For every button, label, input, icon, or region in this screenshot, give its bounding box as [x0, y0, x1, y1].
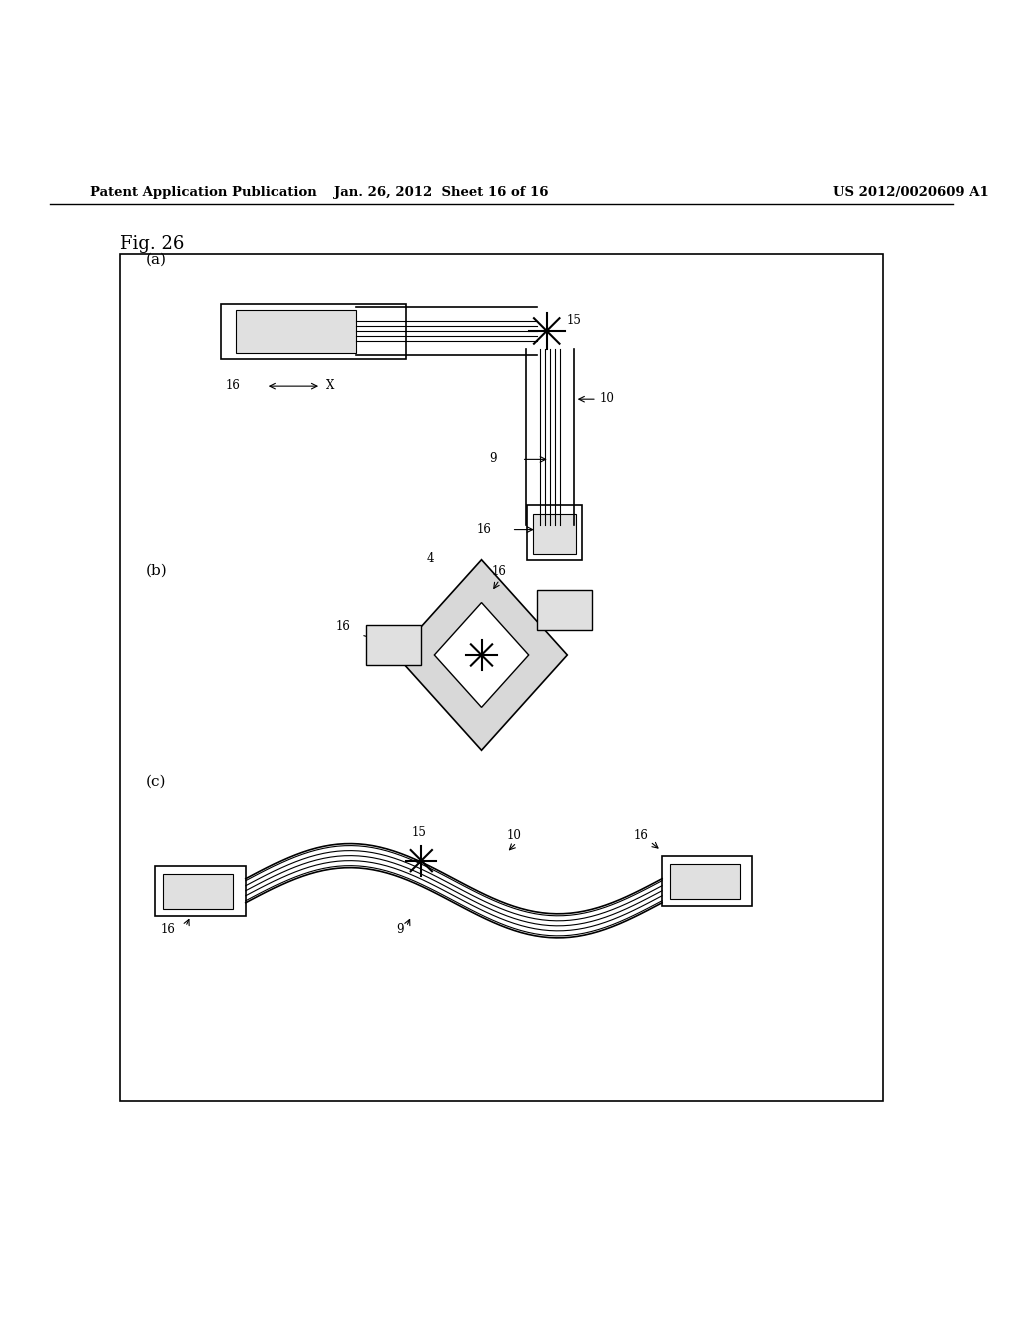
- Text: (a): (a): [145, 252, 167, 267]
- Text: US 2012/0020609 A1: US 2012/0020609 A1: [833, 186, 988, 199]
- Bar: [532, 513, 575, 553]
- Bar: [526, 504, 582, 560]
- Bar: [156, 866, 246, 916]
- Bar: [236, 310, 356, 352]
- Text: 16: 16: [477, 523, 492, 536]
- Text: (c): (c): [145, 775, 166, 788]
- Text: 10: 10: [507, 829, 521, 842]
- Text: 9: 9: [396, 923, 403, 936]
- Text: X: X: [326, 379, 335, 392]
- Text: 16: 16: [634, 829, 649, 842]
- Bar: [367, 624, 421, 665]
- Bar: [663, 855, 753, 906]
- Text: 10: 10: [600, 392, 614, 405]
- Bar: [163, 874, 232, 908]
- Text: 16: 16: [161, 923, 175, 936]
- Polygon shape: [395, 560, 567, 750]
- Bar: [537, 590, 592, 630]
- Text: Fig. 26: Fig. 26: [121, 235, 184, 252]
- Text: 16: 16: [225, 379, 241, 392]
- Text: Jan. 26, 2012  Sheet 16 of 16: Jan. 26, 2012 Sheet 16 of 16: [334, 186, 549, 199]
- Text: (b): (b): [145, 564, 167, 578]
- Text: 15: 15: [412, 825, 426, 838]
- Bar: [670, 863, 740, 899]
- Text: Patent Application Publication: Patent Application Publication: [90, 186, 317, 199]
- Polygon shape: [434, 602, 528, 708]
- Text: 15: 15: [580, 598, 595, 611]
- Text: 16: 16: [336, 620, 351, 632]
- Text: 4: 4: [426, 552, 434, 565]
- Text: 15: 15: [567, 314, 582, 327]
- Text: 9: 9: [489, 453, 497, 466]
- Text: 16: 16: [492, 565, 507, 578]
- Bar: [221, 304, 407, 359]
- Bar: [121, 253, 883, 1101]
